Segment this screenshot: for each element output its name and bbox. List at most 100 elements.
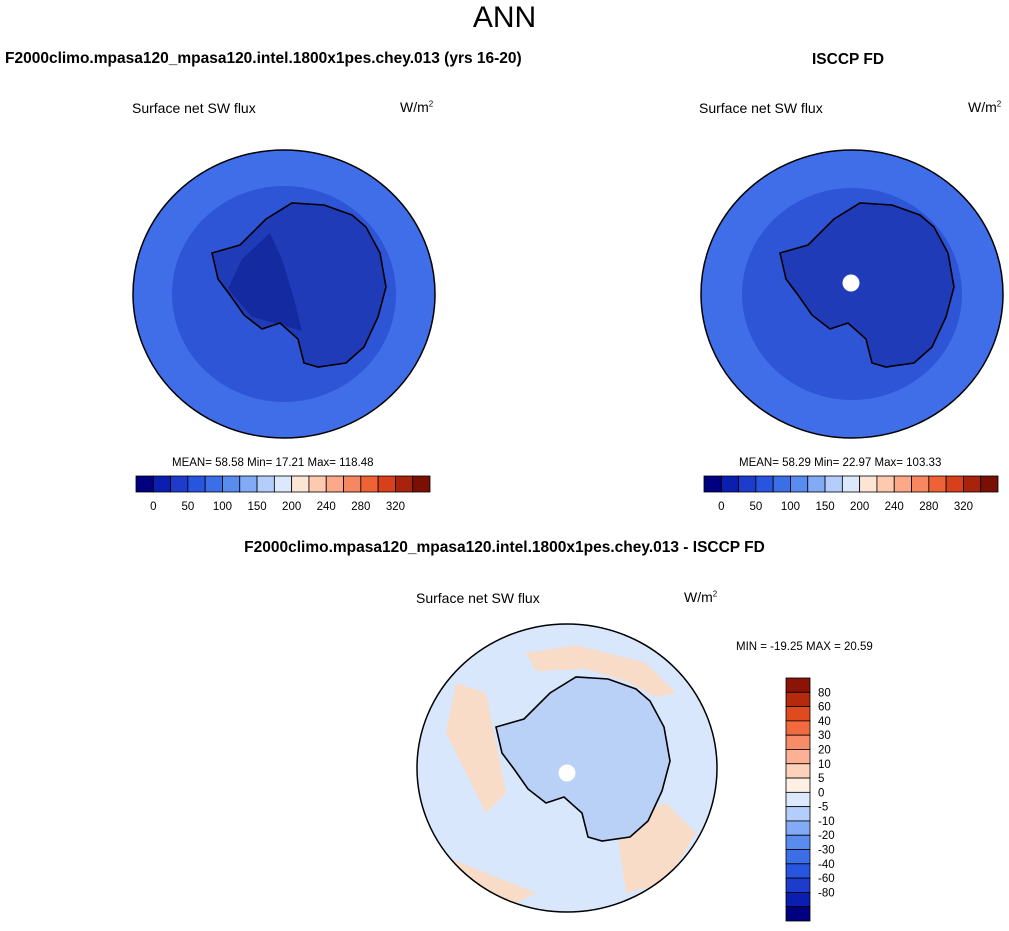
obs-colorbar-tick-label: 280: [919, 501, 938, 513]
diff-colorbar-box-10: [785, 820, 811, 836]
diff-colorbar-box-13: [785, 863, 811, 879]
model-colorbar: 0 50 100 150 200 240 280 320: [135, 475, 431, 513]
model-map-border: [132, 149, 436, 439]
diff-colorbar-tick-label: -5: [818, 802, 828, 814]
model-colorbar-box-9: [291, 475, 310, 493]
diff-field-label: Surface net SW flux: [416, 590, 540, 606]
obs-colorbar-box-2: [738, 475, 757, 493]
obs-colorbar-box-1: [720, 475, 739, 493]
diff-colorbar-tick-label: -60: [818, 873, 835, 885]
diff-colorbar-tick-label: -30: [818, 845, 835, 857]
diff-colorbar-box-16: [785, 906, 811, 922]
diff-colorbar-tick-label: -20: [818, 830, 835, 842]
model-colorbar-box-16: [412, 475, 431, 493]
obs-colorbar-box-11: [893, 475, 912, 493]
obs-colorbar-tick-label: 240: [885, 501, 904, 513]
diff-plot-title: F2000climo.mpasa120_mpasa120.intel.1800x…: [244, 539, 765, 556]
obs-map-border: [700, 149, 1004, 439]
model-units: W/m2: [400, 99, 434, 115]
page-title: ANN: [472, 1, 537, 34]
obs-polar-map: [700, 149, 1004, 439]
model-colorbar-box-6: [239, 475, 258, 493]
model-colorbar-tick-label: 280: [351, 501, 370, 513]
diff-stats: MIN = -19.25 MAX = 20.59: [736, 641, 873, 653]
obs-colorbar-tick-label: 50: [749, 501, 762, 513]
diff-pole-missing-data: [558, 764, 576, 782]
model-colorbar-box-14: [377, 475, 396, 493]
obs-colorbar-box-8: [841, 475, 861, 493]
obs-colorbar-box-12: [911, 475, 930, 493]
diff-colorbar-box-7: [785, 777, 811, 793]
model-antarctica-shape: [212, 203, 386, 367]
model-colorbar-tick-label: 150: [247, 501, 266, 513]
obs-colorbar-box-15: [963, 475, 982, 493]
diff-colorbar-box-4: [785, 734, 811, 750]
obs-units: W/m2: [968, 99, 1002, 115]
obs-antarctica-shape: [780, 203, 954, 367]
model-colorbar-box-7: [256, 475, 275, 493]
obs-antarctica-coastline: [779, 202, 955, 368]
diff-colorbar-box-5: [785, 749, 811, 765]
obs-colorbar-box-4: [772, 475, 791, 493]
model-colorbar-tick-label: 100: [213, 501, 232, 513]
model-colorbar-box-0: [135, 475, 154, 493]
model-colorbar-box-8: [273, 475, 293, 493]
diff-positive-patch-west: [446, 683, 506, 813]
obs-colorbar-tick-label: 320: [954, 501, 973, 513]
diff-colorbar-box-6: [785, 763, 811, 779]
obs-colorbar-tick-label: 150: [815, 501, 834, 513]
diff-colorbar-tick-label: 80: [818, 687, 831, 699]
diff-colorbar-box-0: [785, 677, 811, 693]
diff-colorbar-box-1: [785, 691, 811, 707]
obs-colorbar-box-14: [945, 475, 964, 493]
diff-colorbar-tick-label: 30: [818, 730, 831, 742]
model-stats: MEAN= 58.58 Min= 17.21 Max= 118.48: [172, 457, 374, 469]
obs-colorbar: 0 50 100 150 200 240 280 320: [703, 475, 999, 513]
model-colorbar-box-10: [308, 475, 327, 493]
diff-colorbar-tick-label: 60: [818, 702, 831, 714]
model-plot-title: F2000climo.mpasa120_mpasa120.intel.1800x…: [5, 50, 522, 67]
diff-colorbar-box-14: [785, 877, 811, 893]
obs-colorbar-box-6: [807, 475, 826, 493]
diff-units: W/m2: [684, 589, 718, 605]
model-colorbar-tick-label: 0: [150, 501, 156, 513]
diff-antarctica-coastline: [495, 676, 671, 842]
obs-colorbar-box-3: [755, 475, 774, 493]
model-colorbar-box-12: [343, 475, 362, 493]
model-polar-map: [132, 149, 436, 439]
diff-map-border: [416, 623, 718, 913]
diff-polar-map: [416, 623, 718, 913]
model-interior-low: [228, 233, 302, 331]
model-colorbar-tick-label: 50: [181, 501, 194, 513]
model-colorbar-box-5: [222, 475, 241, 493]
model-colorbar-tick-label: 320: [386, 501, 405, 513]
diff-colorbar-tick-label: -40: [818, 859, 835, 871]
diff-colorbar-box-12: [785, 849, 811, 865]
model-colorbar-box-3: [187, 475, 206, 493]
diff-colorbar-box-15: [785, 892, 811, 908]
diff-colorbar-box-8: [785, 791, 811, 808]
model-colorbar-tick-label: 200: [282, 501, 301, 513]
diff-antarctica-shape: [496, 677, 670, 841]
obs-colorbar-box-16: [980, 475, 999, 493]
model-colorbar-box-13: [360, 475, 379, 493]
obs-colorbar-box-9: [859, 475, 878, 493]
obs-plot-title: ISCCP FD: [812, 51, 885, 68]
diff-colorbar-box-11: [785, 834, 811, 850]
diff-colorbar-tick-label: 10: [818, 759, 831, 771]
model-colorbar-box-2: [170, 475, 189, 493]
diff-colorbar-box-3: [785, 720, 811, 736]
obs-pole-missing-data: [842, 274, 860, 292]
obs-colorbar-tick-label: 200: [850, 501, 869, 513]
obs-colorbar-box-5: [790, 475, 809, 493]
diff-colorbar-tick-label: -80: [818, 887, 835, 899]
obs-colorbar-box-13: [928, 475, 947, 493]
diff-colorbar: 80 60 40 30 20 10 5 0 -5 -10 -20 -30 -40 -60 -80: [785, 677, 835, 922]
model-colorbar-box-11: [325, 475, 344, 493]
obs-stats: MEAN= 58.29 Min= 22.97 Max= 103.33: [739, 457, 942, 469]
model-field-label: Surface net SW flux: [132, 100, 256, 116]
diff-colorbar-tick-label: 5: [818, 773, 824, 785]
obs-colorbar-tick-label: 0: [718, 501, 724, 513]
model-colorbar-box-4: [204, 475, 223, 493]
obs-colorbar-box-10: [876, 475, 895, 493]
